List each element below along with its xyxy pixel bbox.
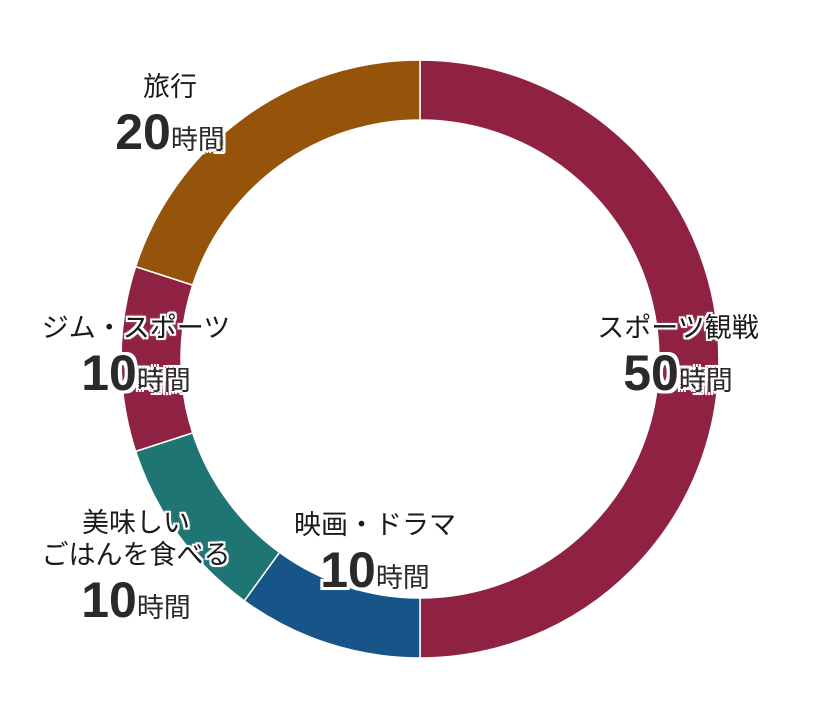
label-gourmet: 美味しい ごはんを食べる 10時間 xyxy=(42,508,231,638)
donut-segment xyxy=(419,59,720,659)
label-category-line1: 美味しい xyxy=(82,508,190,539)
label-category: 映画・ドラマ xyxy=(294,510,456,541)
label-category: 旅行 xyxy=(143,72,197,103)
label-category: スポーツ観戦 xyxy=(597,313,759,344)
label-category: ジム・スポーツ xyxy=(41,313,231,344)
label-sports-watching: スポーツ観戦 50時間 xyxy=(597,313,758,411)
label-value: 20時間 xyxy=(115,104,225,160)
label-category-line2: ごはんを食べる xyxy=(41,540,231,571)
donut-segment xyxy=(134,59,421,287)
label-gym-sports: ジム・スポーツ 10時間 xyxy=(42,313,230,411)
label-movies-drama: 映画・ドラマ 10時間 xyxy=(294,510,456,608)
label-value: 10時間 xyxy=(81,345,191,401)
label-value: 50時間 xyxy=(623,345,733,401)
label-value: 10時間 xyxy=(81,572,191,628)
label-travel: 旅行 20時間 xyxy=(115,72,225,170)
label-value: 10時間 xyxy=(320,542,430,598)
